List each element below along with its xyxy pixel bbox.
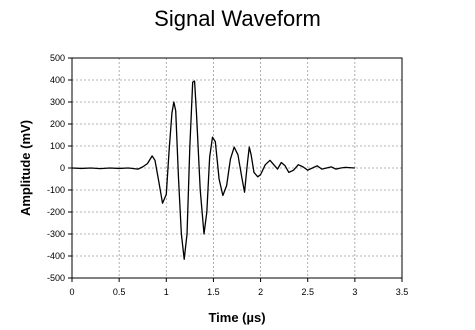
x-tick-label: 1.5 [207,287,220,297]
grid-layer [72,58,402,278]
y-tick-label: 200 [50,119,65,129]
y-tick-label: -300 [47,229,65,239]
x-axis-title: Time (µs) [208,310,265,325]
x-tick-label: 2 [258,287,263,297]
y-tick-label: -500 [47,273,65,283]
y-axis-title: Amplitude (mV) [18,120,33,216]
x-tick-label: 0 [69,287,74,297]
chart-title: Signal Waveform [154,6,321,31]
x-tick-label: 2.5 [301,287,314,297]
tick-layer: 0 0.5 1 1.5 2 2.5 3 3.5 500 400 300 200 100 0 -100 -200… [47,53,408,297]
y-tick-label: 0 [60,163,65,173]
y-tick-label: -100 [47,185,65,195]
y-tick-label: -400 [47,251,65,261]
series-layer [71,80,355,260]
y-tick-label: -200 [47,207,65,217]
y-tick-label: 500 [50,53,65,63]
y-tick-label: 400 [50,75,65,85]
y-tick-label: 100 [50,141,65,151]
waveform-series-line [71,80,355,260]
x-tick-label: 0.5 [113,287,126,297]
x-tick-label: 1 [164,287,169,297]
x-tick-label: 3.5 [396,287,409,297]
x-tick-label: 3 [352,287,357,297]
y-tick-label: 300 [50,97,65,107]
